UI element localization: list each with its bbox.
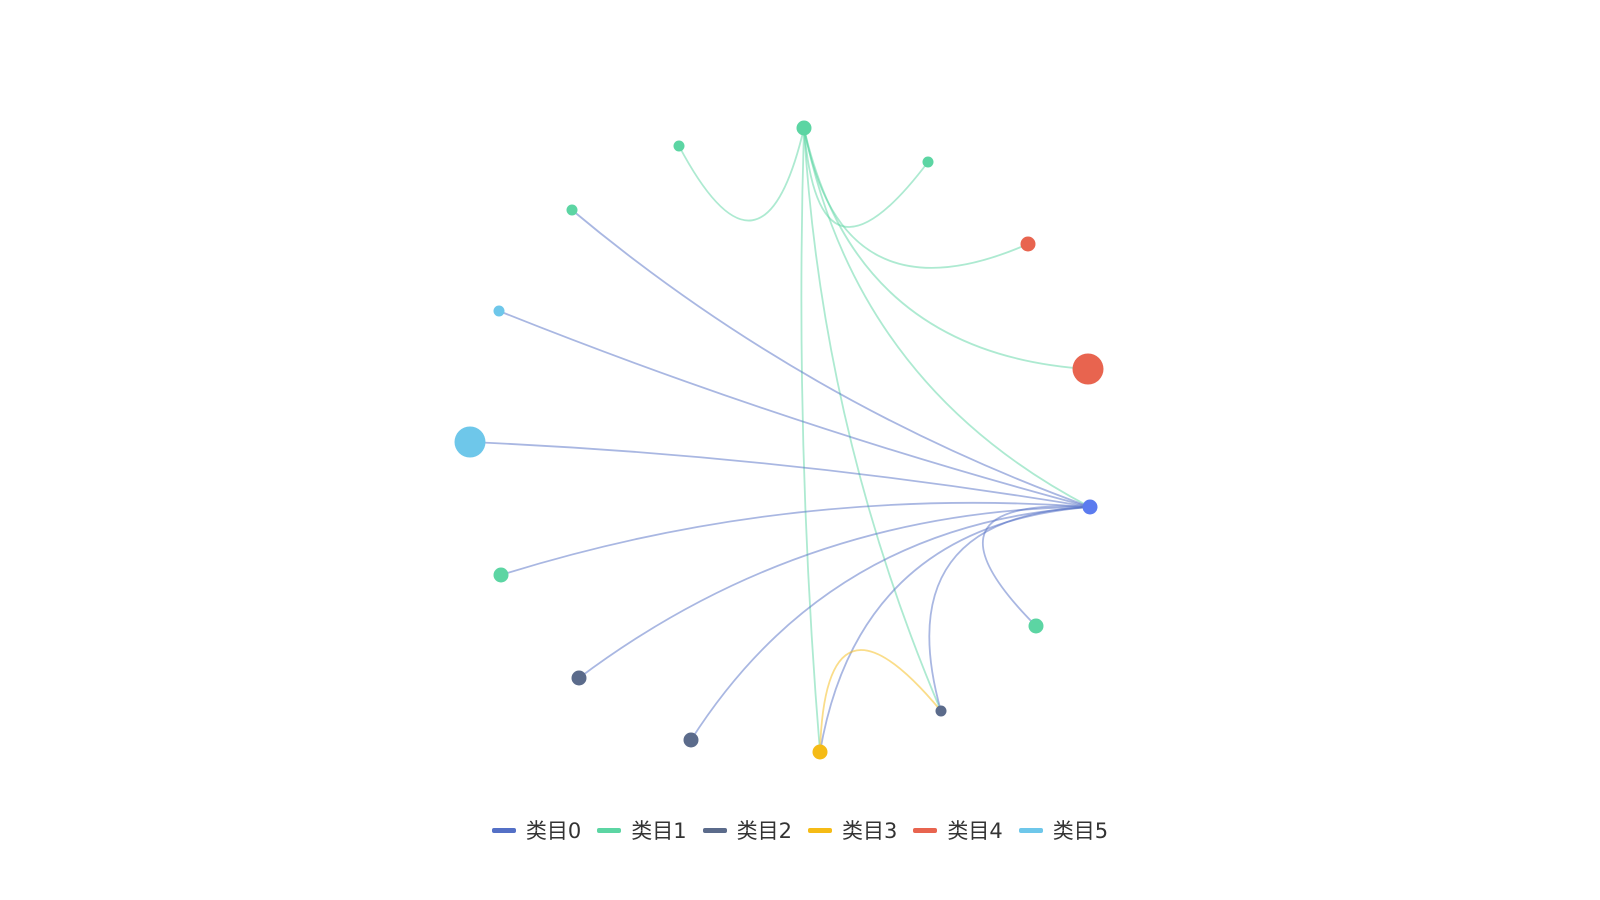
legend-label-0: 类目0 [525,819,582,843]
graph-edge-n4-n13 [803,127,942,712]
graph-edge-n0-n8 [469,441,1091,508]
graph-edge-n0-n12 [819,506,1091,753]
graph-node-n8[interactable] [454,426,486,458]
legend-swatch-4 [913,827,938,833]
legend-label-4: 类目4 [947,819,1003,843]
legend-item-2[interactable]: 类目2 [702,815,792,845]
legend-swatch-0 [491,827,516,833]
graph-edge-n0-n10 [578,506,1091,679]
nodes-layer [454,120,1104,760]
graph-node-n14[interactable] [1028,618,1044,634]
graph-node-n5[interactable] [673,140,685,152]
graph-node-n4[interactable] [796,120,812,136]
legend-item-0[interactable]: 类目0 [491,815,582,845]
legend-swatch-5 [1018,827,1043,833]
graph-edge-n0-n13 [928,506,1091,712]
legend-item-4[interactable]: 类目4 [913,815,1003,845]
graph-edge-n4-n3 [803,127,929,228]
legend-label-5: 类目5 [1052,819,1109,843]
graph-node-n13[interactable] [935,705,947,717]
graph-node-n0[interactable] [1082,499,1098,515]
graph-node-n6[interactable] [566,204,578,216]
graph-edge-n4-n1 [803,127,1089,370]
graph-node-n2[interactable] [1020,236,1036,252]
legend-swatch-2 [702,827,727,833]
edges-layer [469,127,1091,753]
graph-node-n10[interactable] [571,670,587,686]
legend-label-2: 类目2 [736,819,792,843]
legend-label-1: 类目1 [631,819,687,843]
graph-node-n9[interactable] [493,567,509,583]
legend-swatch-1 [597,827,622,833]
graph-edge-n4-n2 [803,127,1029,269]
graph-edge-n0-n14 [981,505,1091,627]
legend-label-3: 类目3 [842,819,898,843]
graph-edge-n0-n11 [690,506,1091,741]
legend-item-3[interactable]: 类目3 [808,815,897,845]
graph-edge-n4-n0 [803,127,1091,508]
graph-edge-n4-n12 [800,127,821,753]
legend: 类目0 类目1 类目2 类目3 类目4 类目5 [0,812,1600,848]
legend-swatch-3 [808,827,832,833]
graph-node-n12[interactable] [812,744,828,760]
graph-edge-n0-n9 [500,501,1091,576]
graph-node-n3[interactable] [922,156,934,168]
legend-item-5[interactable]: 类目5 [1018,815,1109,845]
graph-edge-n0-n7 [498,310,1091,508]
graph-edge-n4-n5 [678,127,805,222]
graph-node-n7[interactable] [493,305,505,317]
graph-edge-n0-n6 [571,209,1091,508]
graph-node-n11[interactable] [683,732,699,748]
graph-node-n1[interactable] [1072,353,1104,385]
graph-edge-n12-n13 [819,649,942,753]
legend-item-1[interactable]: 类目1 [597,815,687,845]
